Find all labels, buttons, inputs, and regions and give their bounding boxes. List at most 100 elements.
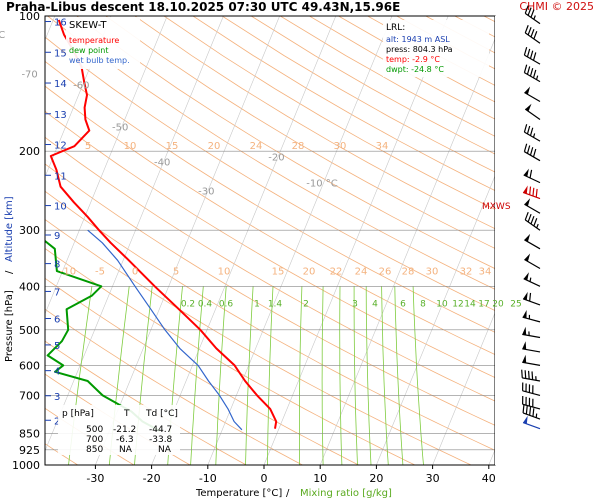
chart-title: Praha-Libus descent 18.10.2025 07:30 UTC… [6, 0, 401, 14]
wind-barb-feather [532, 148, 537, 158]
table-row-500-td: -44.7 [149, 425, 172, 435]
table-header-p: p [hPa] [62, 409, 94, 419]
wind-barb [524, 211, 541, 231]
isotherm-label: -20 [268, 153, 284, 164]
grid-layer [45, 16, 495, 465]
altitude-tick-label: 4 [54, 367, 60, 378]
wind-barb [524, 86, 541, 102]
wind-barb-staff [522, 191, 541, 200]
lrl-temp: temp: -2.9 °C [386, 55, 440, 64]
dry-adiabat-label-200: 28 [292, 141, 305, 152]
wind-barb-feather [526, 66, 531, 75]
wind-barb-pennant [523, 185, 528, 194]
dry-adiabat-label-380: 34 [479, 266, 492, 277]
wind-barb-feather [526, 125, 531, 135]
wind-barb-half-feather [536, 223, 539, 229]
isotherm-line [45, 16, 112, 178]
wind-barb-pennant [522, 341, 527, 350]
legend-title: SKEW-T [69, 20, 107, 31]
wind-barb-feather [524, 5, 529, 14]
y-axis-label-altitude: Altitude [km] [4, 196, 15, 262]
dry-adiabat [45, 110, 495, 379]
pressure-tick-label: 400 [19, 280, 40, 293]
dry-adiabat [76, 16, 495, 270]
wind-barb-feather [523, 47, 528, 56]
altitude-tick-label: 14 [54, 79, 67, 90]
temperature-tick-label: -20 [143, 472, 161, 485]
mixing-ratio-label: 0.4 [198, 300, 213, 310]
wind-barb-feather [532, 69, 537, 79]
pressure-tick-label: 500 [19, 324, 40, 337]
wind-barb [522, 415, 541, 430]
isotherm-label: -50 [112, 123, 128, 134]
isotherm-line [432, 312, 495, 465]
annotation-layer: -80 °C-70-60-50-40-30-20-10 °C5101520242… [0, 30, 522, 310]
altitude-tick-label: 3 [54, 392, 60, 403]
dry-adiabat-label-380: 26 [379, 266, 392, 277]
wetbulb-profile [87, 229, 243, 431]
legend-box [66, 17, 140, 69]
wind-barb [522, 326, 541, 339]
wind-barb [522, 354, 541, 366]
isotherm-label: -40 [154, 157, 170, 168]
dry-adiabat-label-380: 10 [218, 266, 231, 277]
wind-barb [522, 310, 541, 323]
wind-barb-feather [527, 7, 532, 16]
table-header-td: Td [°C] [145, 409, 178, 419]
wind-barb-feather [527, 27, 532, 36]
wind-barb-feather [532, 187, 535, 197]
wind-barb [524, 103, 541, 120]
y-axis-label: Pressure [hPa] / Altitude [km] [4, 196, 15, 362]
wind-barb-pennant [524, 86, 531, 95]
wind-barb [523, 64, 541, 83]
mixing-ratio-label: 3 [352, 300, 358, 310]
isotherm-line [45, 16, 168, 315]
wind-barb-staff [522, 348, 541, 353]
isotherm-label: -70 [21, 69, 37, 80]
dry-adiabat [45, 60, 495, 333]
wind-barb-feather [530, 216, 535, 225]
wind-barb-pennant [522, 310, 527, 319]
isotherm-label: -80 °C [0, 30, 5, 41]
wind-barb-feather [529, 169, 533, 179]
wind-barb-feather [523, 143, 528, 152]
wind-barb-feather [535, 188, 538, 198]
wind-barb-feather [524, 211, 529, 221]
dry-adiabat-label-200: 5 [85, 141, 91, 152]
wind-barb-feather [531, 371, 534, 380]
wind-barb-feather [529, 292, 532, 302]
y-axis-label-sep: / [4, 270, 15, 274]
wind-barb [523, 143, 541, 162]
mixing-ratio-label: 4 [372, 300, 378, 310]
dry-adiabat-label-200: 10 [124, 141, 137, 152]
dry-adiabat-label-380: 32 [460, 266, 473, 277]
lrl-box [383, 20, 489, 77]
dry-adiabat-label-200: 15 [166, 141, 179, 152]
altitude-tick-label: 16 [54, 18, 67, 29]
wind-barb-feather [532, 52, 537, 61]
wind-barb-feather [527, 213, 532, 223]
wind-barb [523, 47, 541, 65]
dry-adiabat-label-200: 34 [376, 141, 389, 152]
dewpoint-profile [45, 239, 161, 432]
wind-barb [521, 369, 541, 382]
isotherm-label: -30 [198, 187, 214, 198]
legend-wetbulb: wet bulb temp. [69, 56, 130, 65]
pressure-tick-label: 200 [19, 145, 40, 158]
mixing-ratio-label: 10 [436, 300, 448, 310]
mixing-ratio-label: 0.2 [181, 300, 195, 310]
y-axis-label-pressure: Pressure [hPa] [4, 290, 15, 362]
dry-adiabat-label-380: 24 [355, 266, 368, 277]
mixing-ratio-label: 0.6 [219, 300, 234, 310]
wind-barb-pennant [522, 354, 527, 363]
wind-barb-feather [525, 405, 528, 415]
dry-adiabat [45, 36, 495, 312]
isotherm-label: -10 °C [306, 179, 338, 190]
wind-barb-feather [532, 408, 535, 417]
table-row-850-t: NA [119, 445, 133, 455]
wind-barb-pennant [522, 326, 527, 336]
wind-barb-feather [523, 124, 528, 133]
temperature-tick-label: 0 [261, 472, 268, 485]
altitude-tick-label: 10 [54, 202, 67, 213]
dry-adiabat [45, 85, 495, 356]
